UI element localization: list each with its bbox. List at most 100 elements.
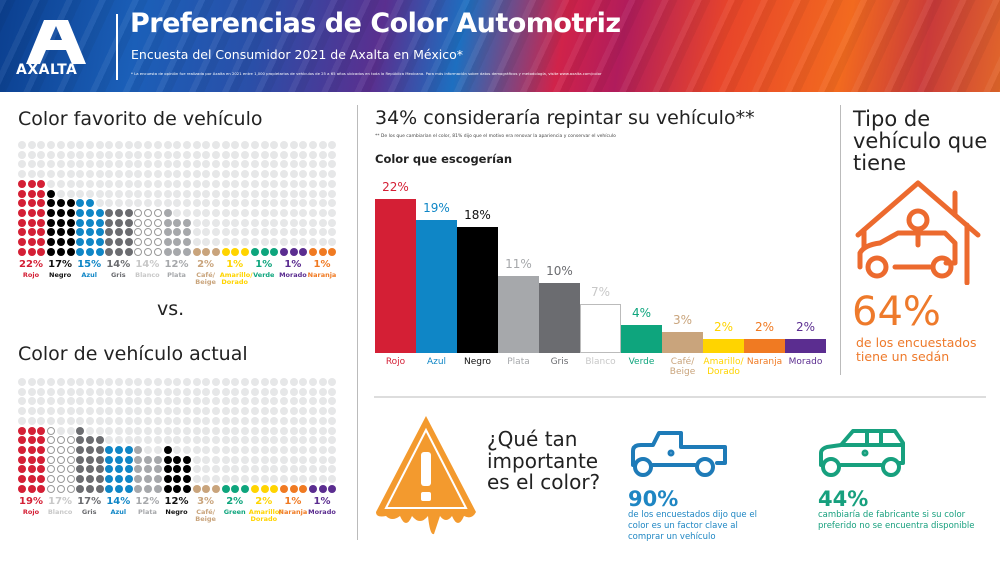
- waffle-dot-rojo: [27, 238, 36, 246]
- waffle-dot-empty: [221, 160, 230, 169]
- waffle-dot-empty: [279, 378, 288, 386]
- waffle-dot-empty: [260, 465, 269, 474]
- waffle-dot-empty: [279, 141, 288, 149]
- color-factor-desc: de los encuestados dijo que el color es …: [628, 510, 757, 543]
- bar-blanco: [580, 304, 621, 353]
- waffle-dot-empty: [250, 445, 259, 454]
- waffle-dot-empty: [95, 179, 104, 188]
- header-divider: [116, 14, 118, 80]
- waffle-dot-empty: [27, 407, 36, 416]
- waffle-dot-empty: [105, 160, 114, 169]
- favorite-color-title: Color favorito de vehículo: [18, 108, 263, 130]
- waffle-dot-morado: [309, 484, 317, 493]
- bar-category: Verde: [628, 357, 655, 367]
- waffle-dot-empty: [56, 150, 65, 159]
- waffle-dot-empty: [299, 436, 308, 445]
- waffle-dot-empty: [289, 228, 298, 237]
- waffle-category: Morado: [308, 508, 336, 517]
- waffle-dot-empty: [299, 455, 308, 464]
- waffle-dot-negro: [47, 238, 56, 246]
- waffle-dot-caf-beige: [202, 247, 211, 256]
- waffle-dot-empty: [76, 170, 85, 179]
- waffle-dot-empty: [134, 378, 143, 386]
- waffle-dot-rojo: [37, 228, 46, 237]
- waffle-dot-blanco: [66, 484, 75, 493]
- waffle-dot-empty: [192, 455, 201, 464]
- waffle-dot-empty: [47, 160, 56, 169]
- waffle-dot-empty: [66, 150, 75, 159]
- waffle-dot-plata: [163, 208, 172, 217]
- waffle-dot-gris: [105, 238, 114, 246]
- waffle-dot-empty: [299, 387, 308, 396]
- waffle-dot-empty: [279, 189, 288, 198]
- waffle-dot-empty: [202, 475, 211, 483]
- waffle-dot-empty: [182, 170, 191, 179]
- waffle-dot-plata: [153, 475, 162, 483]
- waffle-category: Gris: [110, 271, 126, 280]
- waffle-dot-empty: [124, 387, 133, 396]
- bar-category: Blanco: [585, 357, 616, 367]
- waffle-dot-empty: [202, 141, 211, 149]
- waffle-dot-empty: [56, 160, 65, 169]
- waffle-dot-empty: [299, 160, 308, 169]
- waffle-dot-empty: [260, 455, 269, 464]
- waffle-dot-empty: [105, 170, 114, 179]
- waffle-dot-empty: [221, 238, 230, 246]
- waffle-dot-empty: [318, 378, 327, 386]
- waffle-dot-plata: [153, 455, 162, 464]
- waffle-dot-empty: [153, 199, 162, 208]
- switch-brand-desc: cambiaría de fabricante si su color pref…: [818, 510, 975, 532]
- waffle-dot-empty: [182, 160, 191, 169]
- waffle-value: 2%: [255, 496, 273, 508]
- waffle-dot-empty: [173, 436, 182, 445]
- waffle-dot-empty: [115, 387, 123, 396]
- waffle-dot-empty: [134, 170, 143, 179]
- waffle-dot-empty: [299, 416, 308, 425]
- waffle-dot-empty: [212, 465, 220, 474]
- waffle-dot-empty: [144, 378, 153, 386]
- waffle-dot-empty: [328, 199, 337, 208]
- waffle-category: Blanco: [135, 271, 160, 280]
- waffle-dot-empty: [182, 407, 191, 416]
- waffle-dot-empty: [250, 218, 259, 227]
- waffle-label: 14% Gris: [103, 260, 133, 279]
- waffle-dot-rojo: [18, 238, 26, 246]
- waffle-dot-empty: [270, 170, 279, 179]
- waffle-dot-empty: [260, 475, 269, 483]
- waffle-dot-empty: [279, 179, 288, 188]
- waffle-dot-gris: [76, 475, 85, 483]
- waffle-dot-empty: [318, 228, 327, 237]
- waffle-dot-empty: [221, 208, 230, 217]
- waffle-dot-empty: [153, 160, 162, 169]
- waffle-value: 1%: [226, 259, 244, 271]
- waffle-dot-empty: [318, 407, 327, 416]
- waffle-dot-plata: [134, 445, 143, 454]
- waffle-dot-verde: [250, 247, 259, 256]
- waffle-dot-empty: [163, 378, 172, 386]
- waffle-dot-blanco: [47, 475, 56, 483]
- axalta-logo-icon: [26, 20, 86, 64]
- waffle-dot-empty: [66, 160, 75, 169]
- waffle-dot-rojo: [18, 465, 26, 474]
- waffle-dot-empty: [105, 387, 114, 396]
- suv-icon: [819, 429, 905, 477]
- waffle-dot-empty: [124, 170, 133, 179]
- waffle-dot-rojo: [37, 426, 46, 435]
- waffle-dot-empty: [66, 407, 75, 416]
- waffle-dot-empty: [47, 416, 56, 425]
- waffle-dot-empty: [105, 397, 114, 406]
- waffle-value: 3%: [197, 496, 215, 508]
- waffle-dot-azul: [115, 455, 123, 464]
- waffle-dot-empty: [279, 426, 288, 435]
- waffle-dot-empty: [124, 179, 133, 188]
- waffle-dot-plata: [163, 228, 172, 237]
- waffle-dot-empty: [85, 416, 94, 425]
- vehicle-type-title: Tipo de vehículo que tiene: [853, 107, 988, 176]
- waffle-dot-empty: [212, 397, 220, 406]
- waffle-dot-gris: [95, 475, 104, 483]
- waffle-dot-empty: [318, 199, 327, 208]
- waffle-dot-empty: [270, 150, 279, 159]
- waffle-dot-negro: [66, 238, 75, 246]
- waffle-dot-empty: [66, 189, 75, 198]
- waffle-dot-plata: [182, 228, 191, 237]
